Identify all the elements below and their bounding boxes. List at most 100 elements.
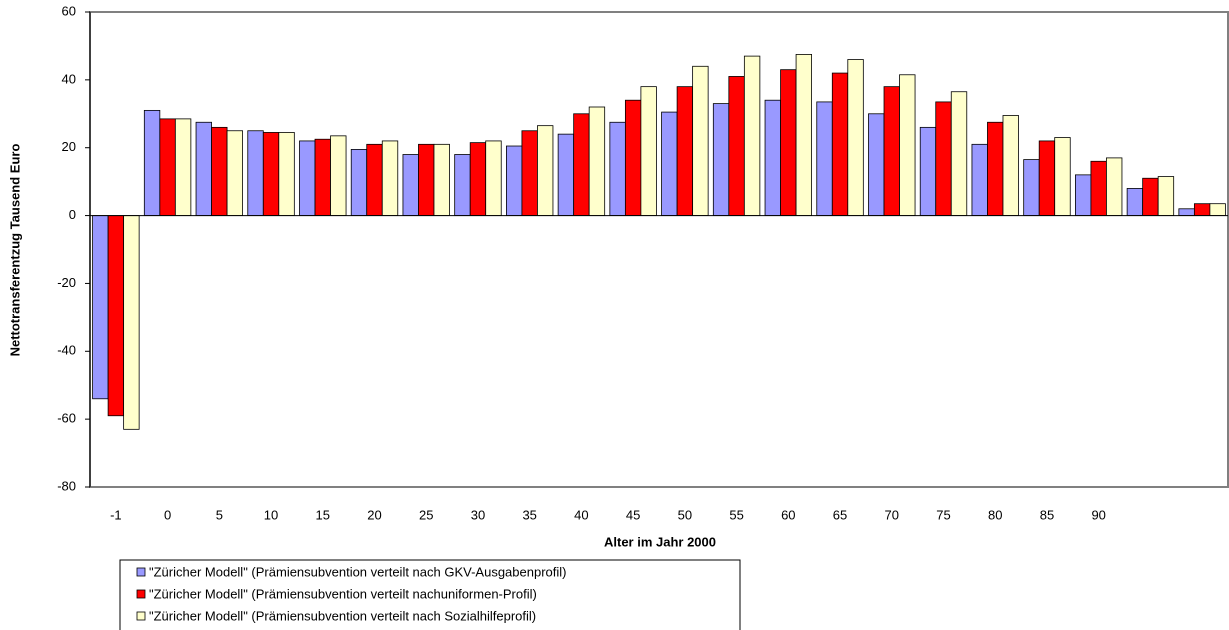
bar	[712, 103, 730, 216]
y-tick-label: -20	[57, 275, 76, 290]
legend-label: "Züricher Modell" (Prämiensubvention ver…	[149, 564, 566, 579]
bar	[588, 106, 606, 216]
bar	[743, 55, 761, 216]
bar	[350, 149, 368, 216]
bar	[226, 130, 243, 216]
x-axis-title: Alter im Jahr 2000	[604, 534, 716, 549]
bar	[107, 215, 125, 417]
bar	[278, 132, 295, 216]
bar	[123, 215, 140, 430]
bar	[1090, 160, 1107, 216]
y-tick-label: 0	[69, 207, 76, 222]
bar	[935, 101, 952, 216]
bar	[174, 118, 192, 216]
legend-box	[119, 559, 741, 630]
x-tick-label: 80	[988, 507, 1002, 522]
bar	[640, 86, 657, 216]
bar	[780, 69, 797, 216]
bar	[418, 143, 435, 216]
legend-label: "Züricher Modell" (Prämiensubvention ver…	[149, 586, 537, 601]
bar	[1126, 188, 1144, 216]
bar	[1075, 174, 1092, 216]
y-tick-label: -40	[57, 343, 76, 358]
x-tick-label: 55	[729, 507, 743, 522]
y-tick-label: 40	[62, 71, 76, 86]
x-tick-label: 25	[419, 507, 433, 522]
bar	[868, 113, 885, 216]
bar	[795, 54, 812, 216]
bar	[143, 109, 161, 216]
bar	[521, 130, 538, 216]
x-tick-label: 75	[936, 507, 950, 522]
x-tick-label: 90	[1091, 507, 1105, 522]
bar	[971, 143, 988, 216]
bar	[987, 121, 1004, 216]
bar	[1193, 203, 1211, 216]
x-tick-label: 30	[471, 507, 485, 522]
bar	[692, 65, 709, 216]
bar	[816, 101, 833, 216]
x-tick-label: 65	[833, 507, 847, 522]
plot-border	[89, 11, 1229, 488]
bar	[211, 126, 228, 216]
x-tick-label: 0	[164, 507, 171, 522]
x-tick-label: 15	[316, 507, 330, 522]
y-axis-title: Nettotransferentzug Tausend Euro	[7, 144, 22, 357]
bar	[624, 99, 642, 216]
x-tick-label: 5	[216, 507, 223, 522]
bar	[950, 91, 968, 216]
bar	[366, 143, 383, 216]
bar	[454, 154, 471, 216]
bar	[1178, 208, 1195, 216]
bar	[330, 135, 347, 216]
bar	[247, 130, 264, 216]
bar	[1209, 203, 1226, 216]
x-tick-label: 85	[1040, 507, 1054, 522]
bar	[573, 113, 590, 216]
bar	[899, 74, 916, 216]
legend-marker	[136, 611, 146, 621]
bar	[195, 121, 212, 216]
bar	[1054, 137, 1071, 216]
bar	[314, 138, 331, 216]
bar	[1023, 159, 1040, 216]
y-tick-label: -60	[57, 411, 76, 426]
bar	[1157, 176, 1175, 216]
x-tick-label: 50	[678, 507, 692, 522]
bar	[537, 125, 554, 216]
bar	[262, 132, 280, 216]
bar	[557, 133, 575, 216]
bar	[159, 118, 176, 216]
bar	[1038, 140, 1056, 216]
x-tick-label: 40	[574, 507, 588, 522]
bar	[299, 140, 316, 216]
bar	[92, 215, 109, 400]
bar	[469, 142, 487, 216]
bar	[1142, 177, 1159, 216]
bar	[1106, 157, 1123, 216]
bar	[676, 86, 694, 216]
bar	[506, 145, 523, 216]
x-tick-label: 20	[367, 507, 381, 522]
bar	[728, 76, 745, 216]
x-tick-label: 10	[264, 507, 278, 522]
bar	[433, 143, 450, 216]
bar	[764, 99, 781, 216]
bar	[1002, 115, 1019, 216]
x-tick-label: 60	[781, 507, 795, 522]
bar	[831, 72, 849, 216]
bar	[847, 59, 864, 216]
legend-marker	[136, 589, 146, 599]
x-tick-label: -1	[110, 507, 122, 522]
bar	[609, 121, 626, 216]
bar	[402, 154, 419, 216]
x-tick-label: 70	[885, 507, 899, 522]
y-tick-label: 20	[62, 139, 76, 154]
bar	[485, 140, 502, 216]
legend-label: "Züricher Modell" (Prämiensubvention ver…	[149, 608, 536, 623]
bar	[661, 111, 678, 216]
y-tick-label: 60	[62, 3, 76, 18]
bar	[381, 140, 399, 216]
legend-marker	[136, 567, 146, 577]
